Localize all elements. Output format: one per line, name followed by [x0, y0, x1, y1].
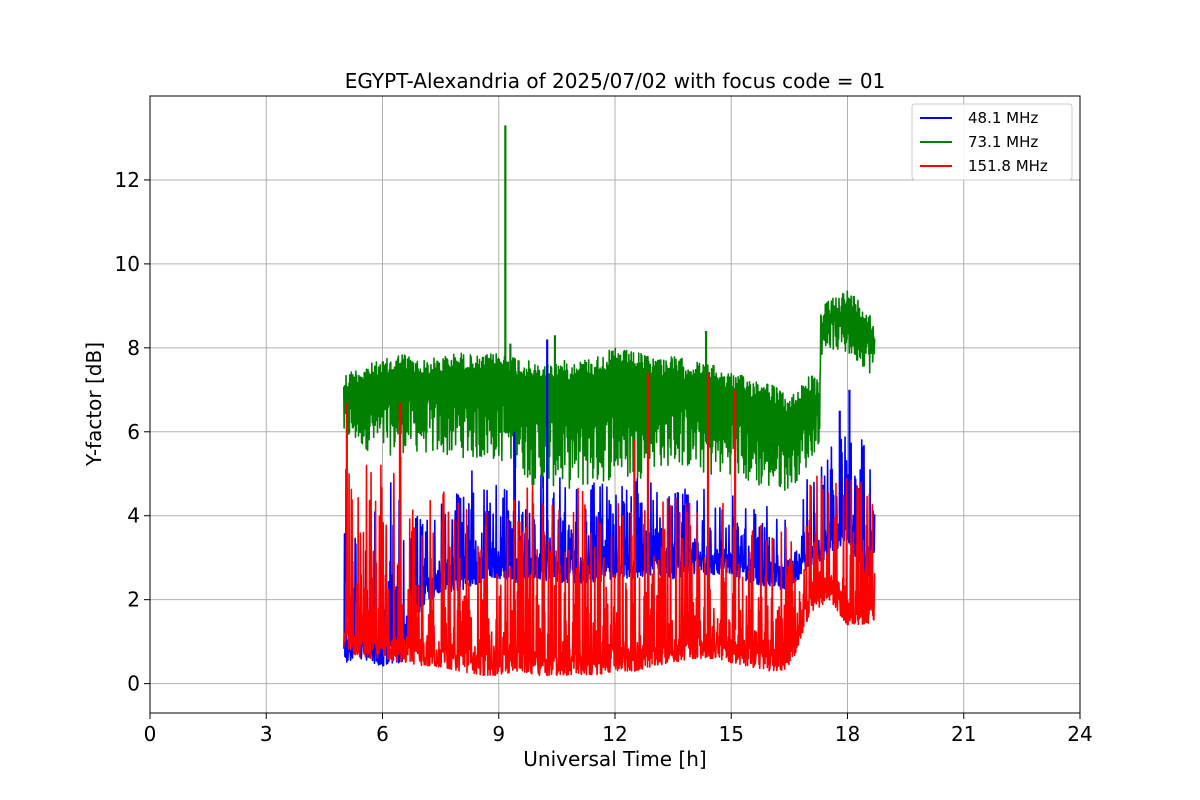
- legend-label: 73.1 MHz: [968, 133, 1038, 151]
- x-tick-label: 3: [260, 722, 273, 746]
- x-tick-label: 9: [492, 722, 505, 746]
- y-axis-label: Y-factor [dB]: [82, 342, 106, 467]
- y-tick-label: 6: [127, 420, 140, 444]
- y-tick-label: 2: [127, 588, 140, 612]
- y-tick-label: 4: [127, 504, 140, 528]
- legend: 48.1 MHz 73.1 MHz 151.8 MHz: [911, 103, 1073, 181]
- x-tick-label: 21: [951, 722, 976, 746]
- x-tick-label: 24: [1067, 722, 1092, 746]
- x-axis-label: Universal Time [h]: [523, 747, 706, 771]
- legend-label: 151.8 MHz: [968, 157, 1048, 175]
- y-tick-label: 8: [127, 336, 140, 360]
- series-line: [342, 290, 876, 491]
- x-tick-label: 12: [602, 722, 627, 746]
- y-tick-label: 10: [115, 252, 140, 276]
- series-line: [342, 456, 876, 677]
- y-tick-label: 0: [127, 672, 140, 696]
- x-tick-label: 0: [144, 722, 157, 746]
- y-axis: 0 2 4 6 8 10 12: [115, 168, 150, 696]
- plot-area: [342, 125, 876, 677]
- legend-box: [911, 103, 1073, 181]
- y-tick-label: 12: [115, 168, 140, 192]
- chart-title: EGYPT-Alexandria of 2025/07/02 with focu…: [345, 69, 886, 93]
- x-tick-label: 6: [376, 722, 389, 746]
- x-tick-label: 15: [719, 722, 744, 746]
- legend-label: 48.1 MHz: [968, 109, 1038, 127]
- x-tick-label: 18: [835, 722, 860, 746]
- x-axis: 0 3 6 9 12 15 18 21 24: [144, 713, 1093, 746]
